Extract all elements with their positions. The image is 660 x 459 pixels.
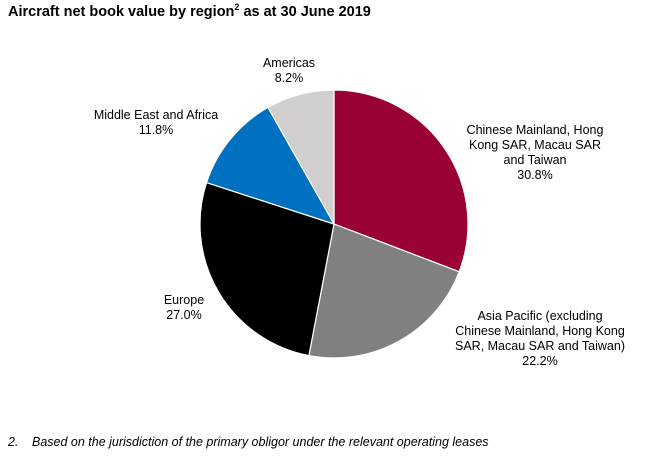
slice-label-line: Kong SAR, Macau SAR (468, 138, 602, 152)
slice-label-line: and Taiwan (503, 153, 567, 167)
slice-label-chinese-mainland: Chinese Mainland, Hong Kong SAR, Macau S… (467, 123, 604, 183)
chart-title-suffix: as at 30 June 2019 (239, 4, 371, 20)
pie-slice-asia-pacific (308, 223, 460, 359)
pie-slice-europe (199, 181, 335, 357)
footnote-reference: 2 (234, 2, 240, 13)
footnote: 2. Based on the jurisdiction of the prima… (8, 435, 489, 449)
pie-slice-chinese-mainland (333, 89, 469, 273)
footnote-number: 2. (8, 435, 19, 449)
chart-title-text: Aircraft net book value by region (8, 4, 235, 20)
chart-title: Aircraft net book value by region2 as at… (8, 2, 371, 20)
slice-label-line: Chinese Mainland, Hong Kong (455, 324, 625, 338)
slice-label-americas: Americas 8.2% (263, 56, 315, 86)
slice-label-line: Europe (163, 293, 205, 307)
slice-label-line: Asia Pacific (excluding (477, 309, 603, 323)
slice-label-asia-pacific: Asia Pacific (excluding Chinese Mainland… (455, 309, 625, 369)
slice-value: 27.0% (166, 308, 202, 322)
slice-label-line: Americas (262, 56, 316, 70)
slice-label-line: Chinese Mainland, Hong (466, 123, 604, 137)
slice-value: 11.8% (138, 123, 174, 137)
pie-slice-middle-east-africa (205, 106, 336, 226)
slice-label-line: Middle East and Africa (93, 108, 219, 122)
slice-label-middle-east-africa: Middle East and Africa 11.8% (94, 108, 218, 138)
pie-slice-americas (267, 89, 335, 227)
slice-value: 30.8% (517, 168, 553, 182)
slice-value: 8.2% (274, 71, 304, 85)
slice-label-line: SAR, Macau SAR and Taiwan) (455, 339, 625, 353)
footnote-text: Based on the jurisdiction of the primary… (32, 435, 489, 449)
slice-label-europe: Europe 27.0% (164, 293, 204, 323)
slice-value: 22.2% (522, 354, 558, 368)
